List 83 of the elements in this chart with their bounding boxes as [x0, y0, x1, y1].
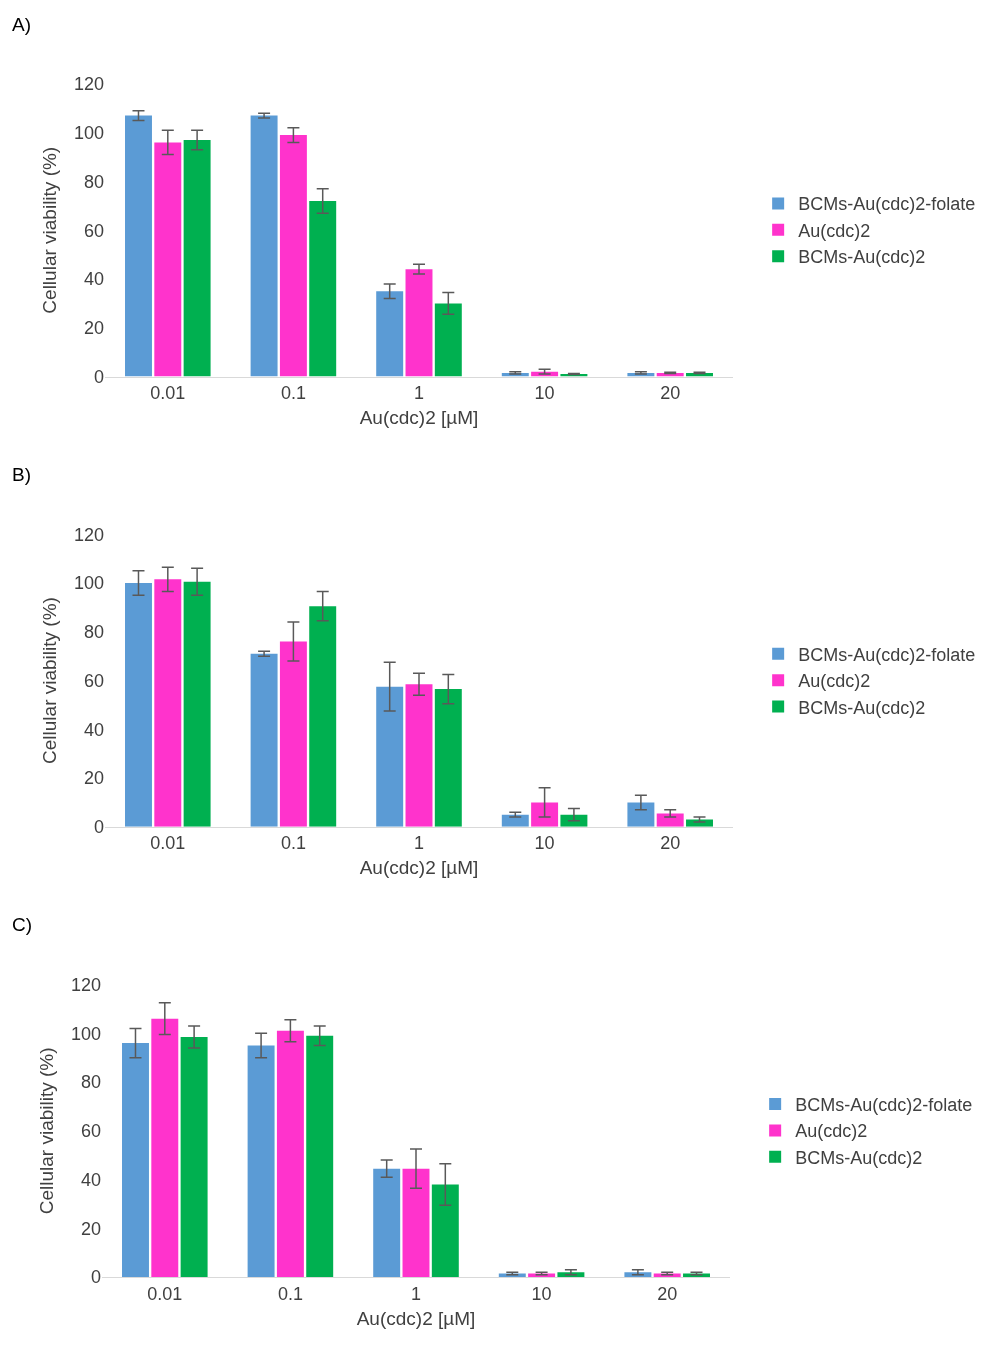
- bar: [402, 1168, 430, 1278]
- x-tick-label: 20: [657, 1283, 678, 1304]
- x-tick-label: 10: [531, 1283, 552, 1304]
- chart-title: B): [12, 464, 31, 485]
- bar: [373, 1168, 401, 1278]
- y-tick-label: 100: [70, 1023, 101, 1044]
- y-axis-title: Cellular viability (%): [35, 1047, 57, 1215]
- bar: [309, 606, 337, 827]
- legend-label: Au(cdc)2: [798, 671, 871, 692]
- legend-label: BCMs-Au(cdc)2-folate: [798, 194, 976, 215]
- bar: [154, 579, 182, 827]
- bar: [431, 1184, 459, 1278]
- bar: [279, 135, 307, 377]
- bar: [180, 1036, 208, 1278]
- bar: [434, 303, 462, 377]
- chart-title: C): [12, 914, 33, 935]
- y-axis-title: Cellular viability (%): [38, 146, 60, 314]
- x-tick-label: 10: [534, 833, 555, 854]
- bar: [376, 686, 404, 827]
- bar: [405, 684, 433, 827]
- bar: [154, 142, 182, 377]
- bar: [627, 802, 655, 827]
- y-tick-label: 0: [90, 1267, 101, 1288]
- bar: [250, 653, 278, 827]
- x-tick-label: 1: [410, 1283, 422, 1304]
- legend-label: Au(cdc)2: [795, 1121, 868, 1142]
- y-tick-label: 120: [73, 74, 104, 95]
- x-tick-label: 20: [660, 383, 681, 404]
- x-tick-label: 0.01: [150, 833, 186, 854]
- x-tick-label: 20: [660, 833, 681, 854]
- x-tick-label: 0.1: [280, 383, 306, 404]
- y-tick-label: 20: [80, 1218, 101, 1239]
- x-tick-label: 0.1: [280, 833, 306, 854]
- y-tick-label: 100: [73, 122, 104, 143]
- legend-label: BCMs-Au(cdc)2: [798, 697, 926, 718]
- y-tick-label: 60: [83, 670, 104, 691]
- x-axis-title: Au(cdc)2 [µM]: [359, 857, 479, 879]
- legend-label: BCMs-Au(cdc)2-folate: [795, 1095, 973, 1116]
- x-tick-label: 10: [534, 383, 555, 404]
- bar: [183, 581, 211, 827]
- y-tick-label: 60: [83, 220, 104, 241]
- bar: [250, 115, 278, 377]
- bar: [276, 1030, 304, 1278]
- bar: [279, 641, 307, 827]
- bar: [122, 1043, 149, 1278]
- y-axis-title: Cellular viability (%): [38, 597, 60, 764]
- y-tick-label: 120: [73, 524, 104, 545]
- bar: [306, 1035, 334, 1278]
- legend-label: Au(cdc)2: [798, 220, 871, 241]
- y-tick-label: 20: [83, 318, 104, 339]
- legend-label: BCMs-Au(cdc)2-folate: [798, 644, 976, 665]
- x-tick-label: 1: [413, 833, 425, 854]
- y-tick-label: 100: [73, 573, 104, 594]
- y-tick-label: 60: [80, 1121, 101, 1142]
- bar: [125, 582, 152, 827]
- x-axis-title: Au(cdc)2 [µM]: [356, 1307, 476, 1329]
- x-tick-label: 0.01: [150, 383, 186, 404]
- chart-title: A): [12, 14, 31, 35]
- bar: [183, 139, 211, 377]
- y-tick-label: 80: [83, 622, 104, 643]
- bar: [405, 269, 433, 377]
- y-tick-label: 120: [70, 974, 101, 995]
- bar: [247, 1045, 275, 1278]
- y-tick-label: 80: [83, 171, 104, 192]
- y-tick-label: 40: [80, 1169, 101, 1190]
- y-tick-label: 40: [83, 719, 104, 740]
- legend-label: BCMs-Au(cdc)2: [798, 247, 926, 268]
- x-tick-label: 0.1: [277, 1283, 303, 1304]
- bar: [376, 291, 404, 377]
- bar: [309, 200, 337, 377]
- x-tick-label: 0.01: [147, 1283, 183, 1304]
- x-tick-label: 1: [413, 383, 425, 404]
- bar: [531, 802, 559, 827]
- legend-label: BCMs-Au(cdc)2: [795, 1147, 923, 1168]
- bar: [125, 115, 152, 377]
- y-tick-label: 0: [93, 366, 104, 387]
- y-tick-label: 40: [83, 269, 104, 290]
- y-tick-label: 20: [83, 768, 104, 789]
- y-tick-label: 80: [80, 1072, 101, 1093]
- bar: [434, 689, 462, 827]
- x-axis-title: Au(cdc)2 [µM]: [359, 406, 479, 428]
- y-tick-label: 0: [93, 817, 104, 838]
- bar: [151, 1018, 179, 1278]
